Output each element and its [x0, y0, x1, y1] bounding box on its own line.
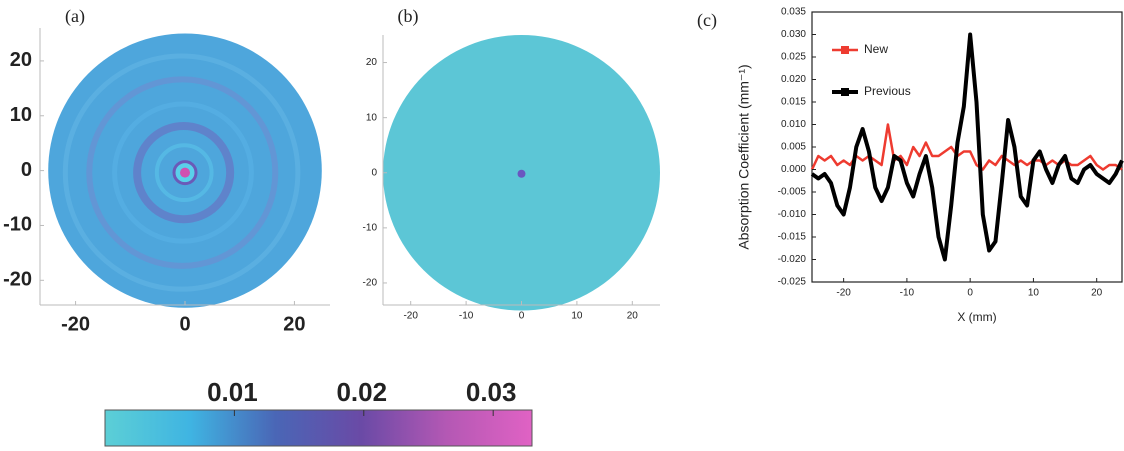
x-tick-label: 0	[967, 288, 973, 299]
y-tick-label: -10	[363, 222, 378, 233]
panel-label: (a)	[65, 6, 85, 27]
x-tick-label: 20	[1091, 288, 1103, 299]
colorbar-tick-label: 0.01	[207, 377, 258, 407]
x-tick-label: -20	[836, 288, 851, 299]
y-axis-title: Absorption Coefficient (mm⁻¹)	[736, 64, 752, 249]
y-tick-label: 20	[10, 49, 32, 71]
ring	[86, 76, 279, 269]
y-tick-label: -20	[3, 269, 32, 291]
y-tick-label: -10	[3, 214, 32, 236]
colorbar	[104, 409, 533, 447]
x-tick-label: -10	[459, 311, 474, 322]
legend-label: New	[864, 42, 888, 56]
panel-label: (c)	[697, 10, 717, 31]
x-axis-title: X (mm)	[957, 310, 996, 324]
y-tick-label: 0.025	[781, 52, 806, 63]
colorbar-tick-label: 0.03	[466, 377, 517, 407]
center-spot	[180, 167, 190, 178]
y-tick-label: 0	[371, 167, 377, 178]
legend-label: Previous	[864, 84, 911, 98]
x-tick-label: -20	[403, 311, 418, 322]
ring	[112, 101, 254, 244]
y-tick-label: 0.010	[781, 119, 806, 130]
x-tick-label: 10	[571, 311, 583, 322]
series-line	[810, 32, 1124, 262]
y-tick-label: 0.005	[781, 142, 806, 153]
ring	[154, 143, 214, 203]
panel-label: (b)	[398, 6, 419, 27]
colorbar-tick-label: 0.02	[336, 377, 387, 407]
y-tick-label: -0.010	[778, 209, 807, 220]
legend-marker	[841, 88, 849, 96]
y-tick-label: 0.020	[781, 74, 806, 85]
center-spot	[517, 169, 526, 178]
y-tick-label: 0.035	[781, 7, 806, 18]
ring	[62, 53, 301, 292]
series-line	[810, 123, 1123, 171]
y-tick-label: 20	[366, 57, 378, 68]
y-tick-label: -0.020	[778, 254, 807, 265]
y-tick-label: 0	[21, 159, 32, 181]
y-tick-label: 10	[10, 104, 32, 126]
legend-marker	[841, 46, 849, 54]
x-tick-label: -10	[900, 288, 915, 299]
y-tick-label: 0.030	[781, 29, 806, 40]
y-tick-label: -0.025	[778, 277, 807, 288]
ring	[133, 121, 235, 224]
y-tick-label: 10	[366, 112, 378, 123]
x-tick-label: 0	[519, 311, 525, 322]
y-tick-label: 0.015	[781, 97, 806, 108]
y-tick-label: 0.000	[781, 164, 806, 175]
y-tick-label: -0.005	[778, 187, 807, 198]
y-tick-label: -20	[363, 278, 378, 289]
x-tick-label: -20	[61, 313, 90, 335]
x-tick-label: 20	[627, 311, 639, 322]
x-tick-label: 0	[179, 313, 190, 335]
x-tick-label: 10	[1028, 288, 1040, 299]
x-tick-label: 20	[283, 313, 305, 335]
y-tick-label: -0.015	[778, 232, 807, 243]
